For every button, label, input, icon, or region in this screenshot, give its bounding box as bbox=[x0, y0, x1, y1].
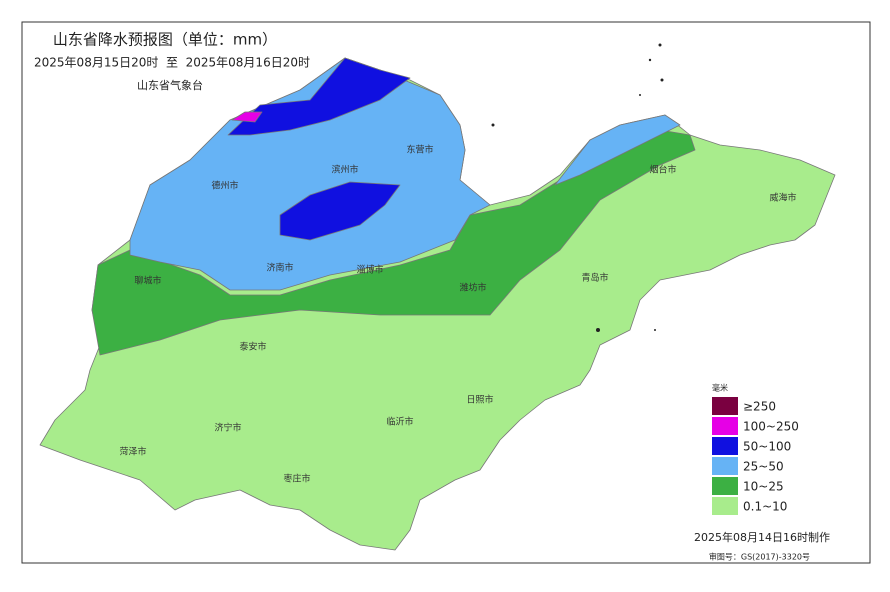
legend-swatch bbox=[712, 417, 738, 435]
issuer: 山东省气象台 bbox=[137, 78, 203, 92]
legend-swatch bbox=[712, 477, 738, 495]
city-label: 济宁市 bbox=[214, 422, 241, 434]
made-time: 2025年08月14日16时制作 bbox=[694, 530, 830, 544]
zone-blue bbox=[227, 57, 411, 136]
review-number: 审图号：GS(2017)-3320号 bbox=[709, 552, 810, 562]
zone-magenta bbox=[231, 111, 263, 123]
city-label: 威海市 bbox=[769, 192, 796, 204]
zone-dark-green bbox=[91, 129, 696, 356]
city-label: 泰安市 bbox=[239, 341, 266, 353]
city-label: 临沂市 bbox=[386, 416, 413, 428]
city-label: 德州市 bbox=[211, 180, 238, 192]
legend-label: 25~50 bbox=[743, 460, 784, 474]
zone-blue bbox=[279, 181, 401, 241]
legend-label: 100~250 bbox=[743, 420, 799, 434]
legend-label: ≥250 bbox=[743, 400, 776, 414]
city-label: 菏泽市 bbox=[119, 446, 146, 458]
city-label: 潍坊市 bbox=[459, 282, 486, 294]
legend-swatch bbox=[712, 397, 738, 415]
legend-label: 0.1~10 bbox=[743, 500, 787, 514]
legend-swatch bbox=[712, 437, 738, 455]
city-label: 东营市 bbox=[406, 144, 433, 156]
city-label: 聊城市 bbox=[134, 275, 161, 287]
zone-light-blue bbox=[554, 114, 681, 186]
city-label: 滨州市 bbox=[331, 164, 358, 176]
city-label: 济南市 bbox=[266, 262, 293, 274]
legend-label: 50~100 bbox=[743, 440, 791, 454]
legend-label: 10~25 bbox=[743, 480, 784, 494]
legend-swatch bbox=[712, 497, 738, 515]
legend-unit: 毫米 bbox=[712, 383, 728, 393]
city-label: 枣庄市 bbox=[283, 473, 310, 485]
city-label: 淄博市 bbox=[356, 264, 383, 276]
map bbox=[39, 43, 836, 551]
city-label: 烟台市 bbox=[649, 164, 676, 176]
islands bbox=[491, 43, 664, 332]
period: 2025年08月15日20时 至 2025年08月16日20时 bbox=[34, 56, 310, 70]
legend-swatch bbox=[712, 457, 738, 475]
city-label: 日照市 bbox=[466, 394, 493, 406]
city-label: 青岛市 bbox=[581, 272, 608, 284]
title: 山东省降水预报图（单位：mm） bbox=[53, 31, 277, 49]
